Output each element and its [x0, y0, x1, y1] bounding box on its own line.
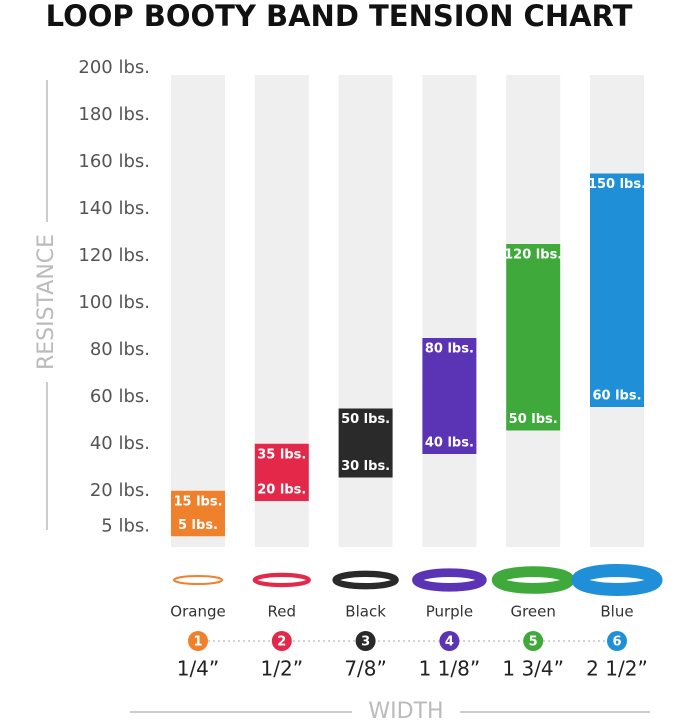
band-icon — [491, 566, 575, 594]
y-tick-label: 40 lbs. — [90, 433, 150, 454]
bar — [171, 490, 225, 537]
y-tick-label: 20 lbs. — [90, 480, 150, 501]
value-label: 5 lbs. — [178, 518, 218, 533]
value-label: 30 lbs. — [341, 459, 390, 474]
bar — [506, 244, 561, 431]
bar — [254, 443, 309, 501]
number-label: 2 — [277, 635, 286, 650]
y-tick-label: 160 lbs. — [78, 151, 150, 172]
x-tick-label: Red — [268, 603, 297, 621]
band-icon — [252, 572, 311, 588]
value-label: 20 lbs. — [257, 483, 306, 498]
y-tick-label: 200 lbs. — [78, 57, 150, 78]
width-label: 7/8” — [344, 657, 387, 681]
number-label: 5 — [529, 635, 538, 650]
number-badge — [439, 631, 460, 651]
bar — [338, 408, 393, 478]
width-label: 2 1/2” — [586, 657, 648, 681]
width-label: 1 1/8” — [419, 657, 481, 681]
value-label: 15 lbs. — [173, 494, 222, 509]
width-label: 1/2” — [261, 657, 304, 681]
band-icon — [332, 570, 399, 590]
band-icon — [571, 564, 663, 596]
x-tick-label: Green — [510, 603, 555, 621]
value-label: 120 lbs. — [504, 248, 562, 263]
y-tick-label: 140 lbs. — [78, 198, 150, 219]
x-axis-label: WIDTH — [368, 699, 443, 724]
y-tick-label: 180 lbs. — [78, 104, 150, 125]
x-tick-label: Black — [345, 603, 386, 621]
y-tick-label: 60 lbs. — [90, 386, 150, 407]
value-label: 40 lbs. — [425, 436, 474, 451]
number-label: 3 — [361, 635, 370, 650]
bar — [422, 338, 477, 454]
number-badge — [271, 631, 292, 651]
value-label: 35 lbs. — [257, 447, 306, 462]
value-label: 50 lbs. — [341, 412, 390, 427]
column-bg — [422, 75, 477, 547]
width-label: 1/4” — [177, 657, 220, 681]
x-tick-label: Orange — [170, 603, 225, 621]
number-label: 6 — [612, 635, 621, 650]
column-bg — [171, 75, 225, 547]
value-label: 150 lbs. — [588, 177, 646, 192]
width-label: 1 3/4” — [502, 657, 564, 681]
x-tick-label: Blue — [600, 603, 633, 621]
x-tick-label: Purple — [426, 603, 473, 621]
number-badge — [523, 631, 544, 651]
number-badge — [607, 631, 627, 651]
number-label: 4 — [445, 635, 454, 650]
number-badge — [188, 631, 208, 651]
value-label: 50 lbs. — [509, 412, 558, 427]
band-icon — [412, 568, 487, 592]
number-badge — [355, 631, 376, 651]
value-label: 60 lbs. — [592, 389, 641, 404]
y-tick-label: 80 lbs. — [90, 339, 150, 360]
value-label: 80 lbs. — [425, 342, 474, 357]
band-icon — [173, 575, 223, 585]
bar — [590, 173, 644, 407]
number-label: 1 — [193, 635, 202, 650]
y-tick-label: 5 lbs. — [101, 515, 150, 536]
y-tick-label: 100 lbs. — [78, 292, 150, 313]
chart-title: LOOP BOOTY BAND TENSION CHART — [46, 0, 633, 33]
y-tick-label: 120 lbs. — [78, 245, 150, 266]
y-axis-label: RESISTANCE — [34, 234, 59, 370]
